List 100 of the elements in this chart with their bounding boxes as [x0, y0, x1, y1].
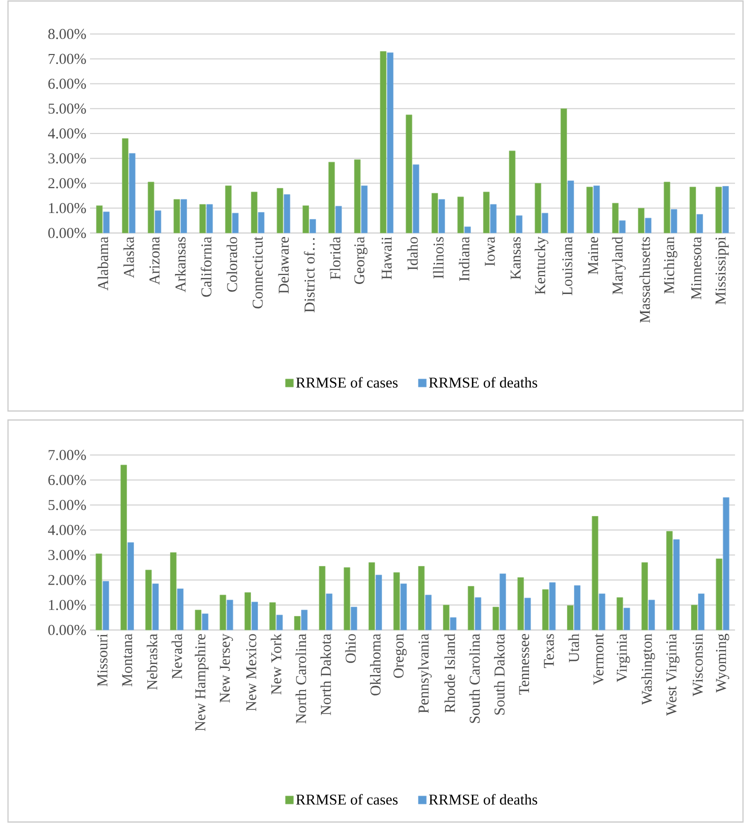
bar — [457, 196, 464, 234]
bar — [302, 205, 309, 234]
x-tick-label: Utah — [568, 634, 580, 662]
bar — [294, 616, 301, 630]
bar — [170, 552, 177, 630]
bar — [269, 602, 276, 630]
bar — [350, 606, 358, 630]
x-tick-label: District of… — [304, 238, 315, 312]
bar — [154, 210, 162, 234]
bar — [102, 581, 110, 630]
bar — [344, 567, 350, 630]
x-tick-label: Illinois — [433, 237, 444, 278]
bar — [103, 212, 110, 234]
bar — [206, 204, 213, 234]
x-tick-label: Kansas — [510, 237, 521, 280]
x-tick-label: Texas — [544, 634, 554, 668]
x-tick-label: Georgia — [354, 236, 368, 284]
bar — [226, 600, 234, 630]
bar — [586, 186, 593, 234]
x-tick-label: Alabama — [98, 236, 108, 291]
bar — [258, 212, 264, 234]
x-tick-label: California — [200, 236, 212, 297]
bar — [574, 585, 580, 630]
bar — [220, 594, 226, 630]
bar — [225, 186, 232, 234]
x-tick-label: Nebraska — [146, 634, 158, 690]
bar — [524, 598, 531, 630]
y-tick-label: 4.00% — [48, 524, 86, 536]
bar — [252, 602, 258, 630]
bar — [592, 516, 598, 630]
bar — [326, 594, 332, 630]
bar — [664, 182, 670, 234]
bar — [148, 182, 154, 234]
x-tick-label: Rhode Island — [444, 634, 455, 713]
y-tick-label: 7.00% — [48, 450, 86, 460]
bar — [468, 586, 474, 630]
x-tick-label: Indiana — [458, 236, 470, 281]
x-tick-label: New York — [270, 634, 282, 694]
bar — [490, 204, 497, 234]
legend-label: RRMSE of deaths — [428, 376, 538, 388]
x-tick-label: Maine — [588, 237, 598, 274]
bar — [696, 214, 703, 234]
y-tick-label: 5.00% — [48, 104, 86, 114]
x-tick-label: West Virginia — [666, 634, 680, 716]
bar — [593, 186, 600, 234]
legend-label: RRMSE of cases — [296, 794, 398, 805]
bar — [483, 192, 490, 234]
bar — [120, 464, 127, 630]
bar — [666, 531, 673, 630]
bar — [722, 186, 729, 234]
y-tick-label: 2.00% — [48, 574, 86, 586]
bar — [690, 186, 696, 234]
bar — [393, 572, 400, 630]
bar — [276, 188, 284, 234]
bar — [335, 206, 342, 234]
bar — [361, 186, 368, 234]
bar — [128, 542, 134, 630]
bar — [612, 202, 619, 234]
x-tick-label: North Carolina — [296, 634, 306, 724]
bar — [251, 192, 258, 234]
x-tick-label: Ohio — [345, 634, 356, 663]
bar — [284, 194, 290, 234]
bar — [698, 594, 704, 630]
bar — [354, 159, 361, 234]
y-tick-label: 6.00% — [48, 78, 86, 89]
x-tick-label: Virginia — [616, 634, 630, 682]
y-tick-label: 1.00% — [49, 600, 86, 610]
bar — [310, 219, 316, 234]
y-tick-label: 7.00% — [48, 54, 86, 64]
x-tick-label: South Carolina — [469, 634, 480, 723]
bar — [644, 218, 652, 234]
bar — [598, 594, 606, 630]
bar — [276, 614, 283, 630]
bar — [438, 199, 445, 234]
x-tick-label: Washington — [641, 634, 655, 705]
x-tick-label: Michigan — [664, 236, 678, 294]
bar — [534, 183, 542, 234]
bar — [492, 606, 500, 630]
x-tick-label: Delaware — [278, 237, 289, 294]
x-tick-label: Montana — [122, 634, 132, 686]
x-tick-label: Louisiana — [562, 236, 572, 296]
x-tick-label: Pennsylvania — [418, 634, 432, 714]
x-tick-label: Missouri — [97, 634, 108, 686]
x-tick-label: Nevada — [172, 634, 182, 679]
bar — [474, 597, 482, 630]
bar — [542, 212, 548, 234]
bar — [194, 610, 202, 630]
bar — [691, 604, 698, 630]
bar — [464, 226, 471, 234]
x-tick-label: Oregon — [394, 634, 407, 678]
bar — [641, 562, 648, 630]
x-tick-label: Kentucky — [534, 236, 548, 294]
bar — [425, 594, 432, 630]
bar — [412, 164, 420, 234]
bar — [517, 577, 524, 630]
y-tick-label: 0.00% — [48, 624, 86, 636]
bar — [202, 614, 208, 630]
y-tick-label: 4.00% — [48, 128, 86, 139]
legend-label: RRMSE of cases — [296, 376, 398, 388]
bar — [673, 539, 680, 630]
